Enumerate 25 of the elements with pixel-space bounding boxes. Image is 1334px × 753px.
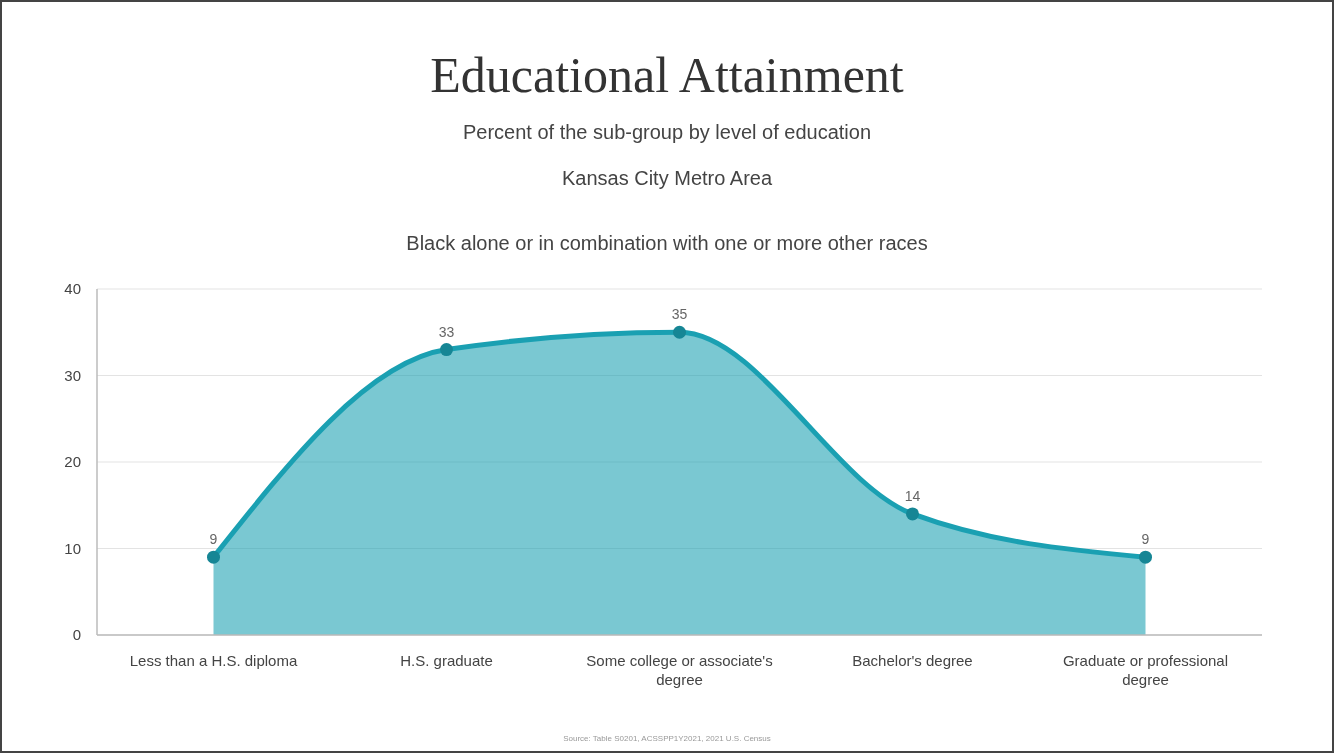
x-tick-label: Less than a H.S. diploma bbox=[129, 652, 298, 669]
x-tick-label: Bachelor's degree bbox=[852, 652, 973, 669]
point bbox=[440, 343, 453, 357]
data-label: 35 bbox=[671, 306, 688, 323]
point bbox=[673, 325, 686, 339]
data-label: 9 bbox=[209, 531, 218, 548]
y-tick-label: 40 bbox=[64, 280, 81, 297]
chart-subtitle: Percent of the sub-group by level of education bbox=[462, 121, 872, 143]
x-tick-label: Graduate or professional degree bbox=[1062, 652, 1229, 688]
text: Kansas City Metro Area bbox=[561, 167, 773, 189]
source-note: Source: Table S0201, ACSSPP1Y2021, 2021 U.S. Census bbox=[563, 734, 771, 743]
y-tick-label: 30 bbox=[64, 366, 81, 384]
text: Black alone or in combination with one or more other races bbox=[406, 232, 928, 254]
point bbox=[906, 507, 919, 521]
y-tick-label: 20 bbox=[64, 453, 81, 470]
data-label: 14 bbox=[904, 487, 921, 504]
data-label: 33 bbox=[438, 323, 455, 340]
y-tick-label: 0 bbox=[72, 626, 81, 643]
data-label: 9 bbox=[1141, 531, 1150, 548]
x-tick-label: H.S. graduate bbox=[400, 652, 493, 669]
chart-title: Educational Attainment bbox=[430, 47, 904, 103]
x-tick-label: Some college or associate's degree bbox=[586, 652, 773, 688]
point bbox=[1139, 550, 1152, 564]
point bbox=[207, 550, 220, 564]
y-tick-label: 10 bbox=[64, 539, 81, 557]
